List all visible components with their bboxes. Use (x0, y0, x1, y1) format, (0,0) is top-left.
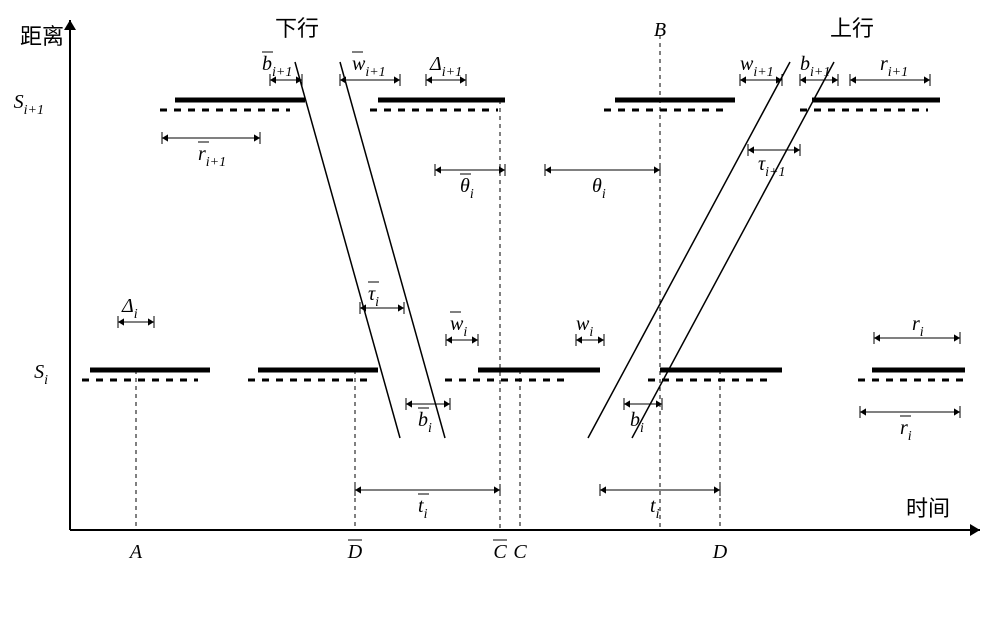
svg-text:bi: bi (630, 409, 644, 436)
svg-text:wi: wi (450, 313, 467, 340)
svg-text:D: D (712, 541, 728, 563)
svg-text:ri+1: ri+1 (198, 143, 226, 170)
svg-text:C: C (513, 541, 527, 563)
svg-text:ti: ti (650, 495, 660, 522)
svg-text:A: A (128, 541, 143, 563)
svg-text:bi+1: bi+1 (800, 53, 830, 80)
svg-text:Δi: Δi (121, 295, 138, 322)
diagram-svg: 时间 距离 Si+1 Si 下行 上行 A D CC B Dri+1 bi+1 wi+1 Δi+1 θi θi… (0, 0, 1000, 620)
svg-text:距离: 距离 (20, 24, 64, 49)
svg-text:ri: ri (912, 313, 924, 340)
svg-text:wi+1: wi+1 (740, 53, 774, 80)
svg-text:τi+1: τi+1 (758, 153, 786, 180)
svg-text:θi: θi (592, 175, 606, 202)
svg-text:θi: θi (460, 175, 474, 202)
svg-text:ti: ti (418, 495, 428, 522)
svg-text:wi: wi (576, 313, 593, 340)
svg-text:B: B (654, 19, 666, 41)
svg-text:ri: ri (900, 417, 912, 444)
svg-text:下行: 下行 (275, 16, 319, 41)
svg-text:Si+1: Si+1 (14, 91, 44, 118)
svg-text:上行: 上行 (830, 16, 874, 41)
diagram-container: 时间 距离 Si+1 Si 下行 上行 A D CC B Dri+1 bi+1 wi+1 Δi+1 θi θi… (0, 0, 1000, 620)
svg-text:ri+1: ri+1 (880, 53, 908, 80)
svg-text:Si: Si (34, 361, 48, 388)
svg-text:C: C (493, 541, 507, 563)
svg-text:τi: τi (368, 283, 379, 310)
svg-text:bi: bi (418, 409, 432, 436)
svg-text:时间: 时间 (906, 496, 950, 521)
svg-text:D: D (347, 541, 363, 563)
svg-text:Δi+1: Δi+1 (429, 53, 462, 80)
svg-text:wi+1: wi+1 (352, 53, 386, 80)
svg-text:bi+1: bi+1 (262, 53, 292, 80)
